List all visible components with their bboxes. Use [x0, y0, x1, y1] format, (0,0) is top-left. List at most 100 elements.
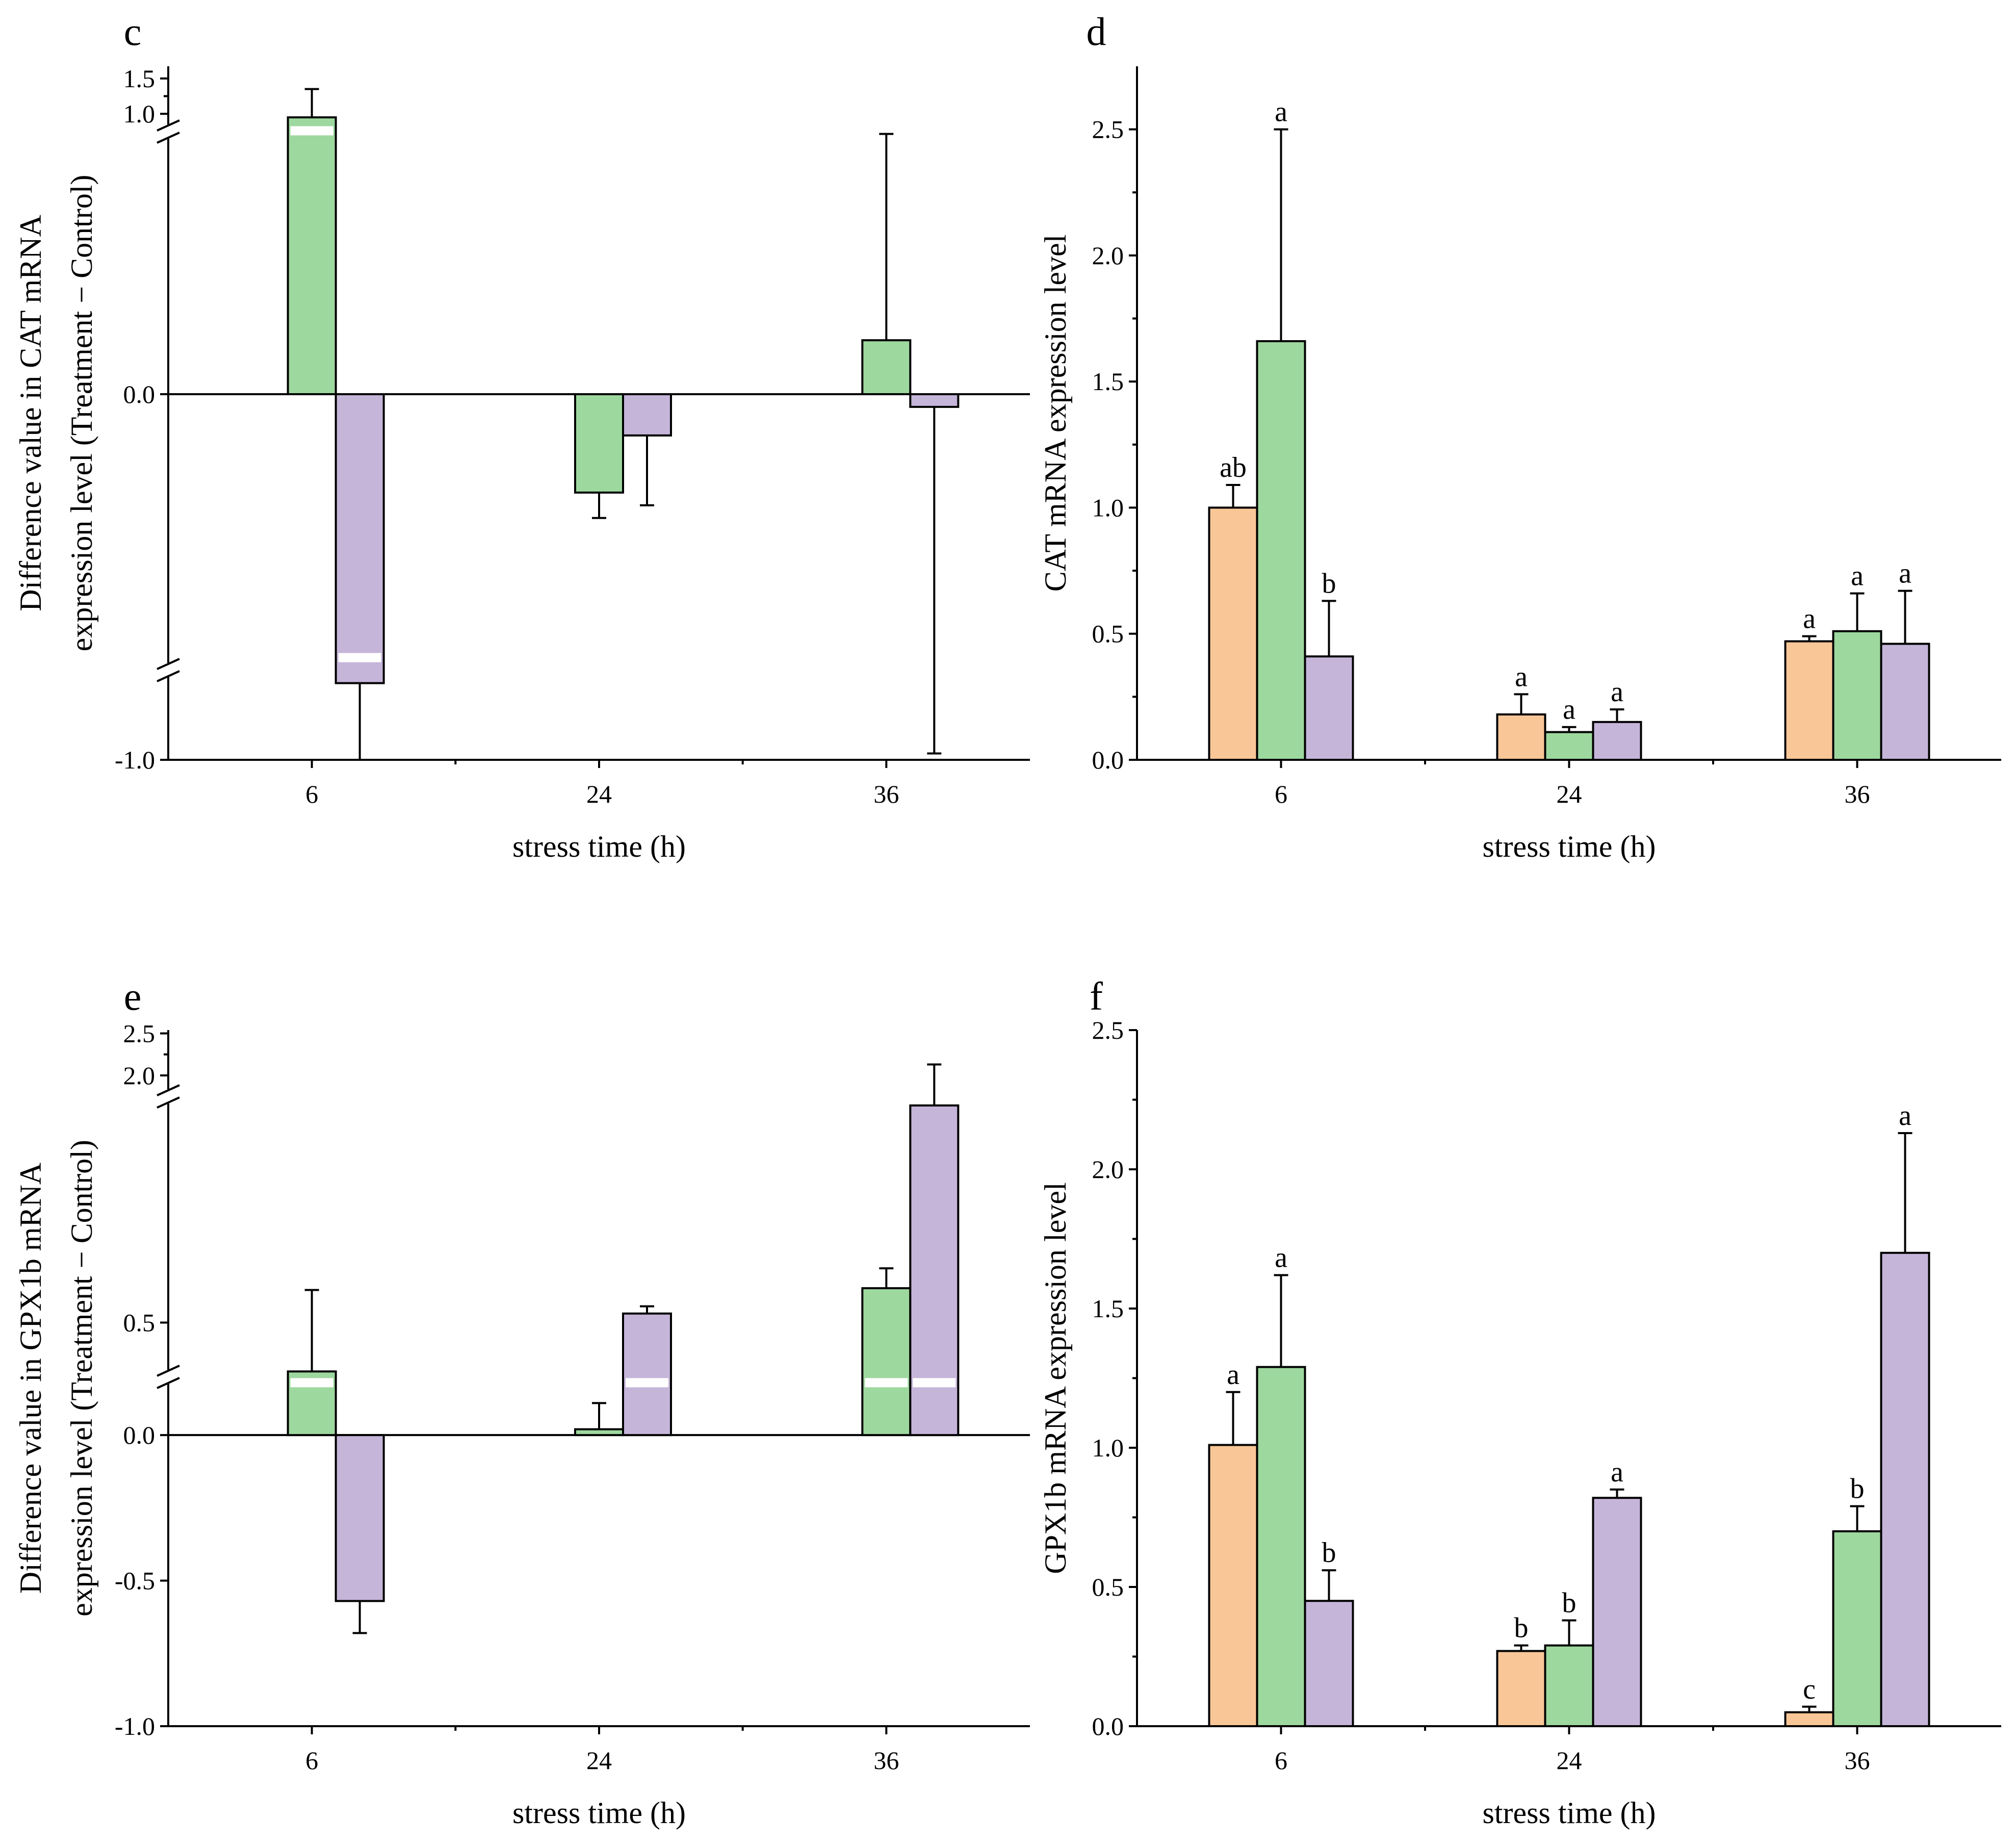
bar-green	[1256, 1366, 1306, 1727]
significance-letter: b	[1322, 1537, 1336, 1569]
significance-letter: b	[1322, 568, 1336, 599]
bar-green	[574, 393, 624, 494]
panel-letter: d	[1087, 9, 1106, 54]
y-axis-label: expression level (Treatment − Control)	[65, 175, 98, 652]
y-tick-label: 0.5	[1092, 1573, 1124, 1601]
bar-orange	[1496, 713, 1546, 761]
y-axis-label: Difference value in GPX1b mRNA	[14, 1163, 47, 1594]
x-axis-label: stress time (h)	[1483, 1796, 1656, 1830]
panel-letter: c	[124, 9, 142, 54]
y-tick-label: 1.0	[123, 99, 156, 128]
significance-letter: a	[1899, 558, 1911, 590]
significance-letter: a	[1275, 96, 1287, 128]
axis-break-mark	[157, 132, 180, 144]
y-tick-label: 0.0	[123, 1421, 156, 1449]
bar-break-gap	[865, 1378, 908, 1388]
x-tick-label: 6	[1275, 780, 1287, 808]
axis-break-mark	[157, 670, 180, 682]
x-tick-label: 36	[1845, 1746, 1870, 1775]
significance-letter: a	[1227, 1359, 1239, 1391]
bar-orange	[1208, 1444, 1258, 1728]
bar-green	[1832, 630, 1882, 761]
x-tick-label: 6	[1275, 1746, 1287, 1775]
bar-purple	[622, 393, 672, 437]
bar-green	[1832, 1530, 1882, 1728]
bar-break-gap	[913, 1378, 956, 1388]
y-axis-label: Difference value in CAT mRNA	[14, 215, 47, 611]
y-tick-label: 1.5	[123, 64, 156, 93]
significance-letter: a	[1275, 1242, 1287, 1273]
bar-orange	[1208, 506, 1258, 761]
bar-purple	[1592, 1497, 1642, 1728]
bar-green	[574, 1428, 624, 1437]
bar-purple	[334, 393, 385, 684]
bar-orange	[1496, 1650, 1546, 1728]
axis-break-mark	[157, 1096, 180, 1109]
x-tick-label: 24	[586, 1746, 612, 1775]
bar-break-gap	[626, 1378, 668, 1388]
y-tick-label: 0.5	[123, 1309, 156, 1337]
bar-purple	[622, 1312, 672, 1437]
y-tick-label: 2.0	[123, 1061, 156, 1090]
significance-letter: a	[1515, 661, 1528, 693]
significance-letter: b	[1562, 1587, 1576, 1619]
panel-letter: f	[1090, 974, 1103, 1018]
bar-purple	[1880, 643, 1930, 761]
bar-break-gap	[290, 1378, 333, 1388]
bar-green	[1544, 1644, 1594, 1727]
y-tick-label: 1.0	[1092, 1433, 1124, 1462]
bar-purple	[1592, 721, 1642, 761]
bar-green	[1544, 731, 1594, 761]
panel-e: e2.5 2.0 0.5 0.0 -0.5 -1.0 6 24 36 stress time (h…	[14, 974, 1030, 1830]
bar-break-gap	[338, 653, 381, 662]
bar-green	[287, 116, 337, 395]
bar-orange	[1784, 1711, 1834, 1727]
panel-f: f 0.0 0.5 1.0 1.5 2.0 2.5 6 a a b 24 b b a 36 c b a stress …	[1039, 974, 2001, 1830]
x-tick-label: 24	[586, 780, 612, 808]
significance-letter: a	[1611, 1456, 1623, 1488]
significance-letter: a	[1611, 676, 1623, 708]
x-tick-label: 6	[305, 780, 318, 808]
axis-break-mark	[157, 1377, 180, 1389]
y-tick-label: 0.0	[123, 380, 156, 408]
bar-green	[861, 1287, 912, 1437]
bar-purple	[909, 393, 960, 408]
bar-purple	[334, 1434, 385, 1602]
bar-green	[1256, 340, 1306, 761]
x-axis-label: stress time (h)	[512, 830, 686, 863]
x-tick-label: 36	[873, 1746, 899, 1775]
x-axis-label: stress time (h)	[1483, 830, 1656, 863]
significance-letter: b	[1514, 1612, 1529, 1644]
axis-break-mark	[157, 1084, 180, 1096]
y-tick-label: 2.0	[1092, 241, 1124, 270]
y-tick-label: -1.0	[115, 1712, 155, 1740]
y-tick-label: -1.0	[115, 746, 155, 774]
x-tick-label: 36	[873, 780, 899, 808]
y-tick-label: 2.5	[123, 1019, 156, 1047]
y-tick-label: 0.0	[1092, 1712, 1124, 1740]
bar-green	[861, 339, 912, 396]
significance-letter: a	[1563, 694, 1575, 726]
significance-letter: b	[1850, 1473, 1865, 1505]
x-tick-label: 36	[1845, 780, 1870, 808]
y-axis-label: GPX1b mRNA expression level	[1039, 1182, 1072, 1574]
y-tick-label: 2.0	[1092, 1155, 1124, 1184]
significance-letter: c	[1803, 1674, 1816, 1705]
significance-letter: a	[1803, 603, 1816, 635]
y-tick-label: 0.0	[1092, 746, 1124, 774]
bar-break-gap	[290, 126, 333, 136]
bar-orange	[1784, 640, 1834, 761]
y-tick-label: 1.0	[1092, 493, 1124, 522]
panel-c: c 1.5 1.0 0.0 -1.0 6 24 36 stress time (h) Differ…	[14, 9, 1030, 863]
x-tick-label: 24	[1557, 780, 1582, 808]
bar-purple	[1304, 1600, 1354, 1728]
y-tick-label: 1.5	[1092, 1294, 1124, 1323]
panel-letter: e	[124, 974, 142, 1018]
x-tick-label: 24	[1557, 1746, 1582, 1775]
significance-letter: a	[1851, 560, 1864, 592]
y-tick-label: 2.5	[1092, 115, 1124, 144]
bar-purple	[1880, 1251, 1930, 1728]
significance-letter: ab	[1220, 452, 1247, 483]
